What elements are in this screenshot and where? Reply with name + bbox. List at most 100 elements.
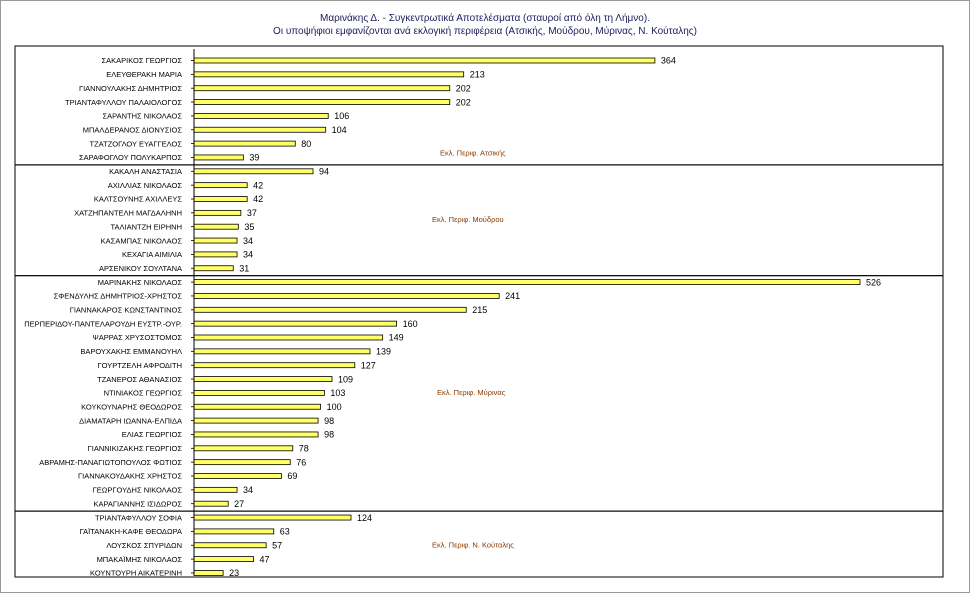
data-label: 69	[287, 471, 297, 481]
bar	[193, 293, 500, 299]
bar	[193, 486, 238, 493]
category-label: ΔΙΑΜΑΤΑΡΗ ΙΩΑΝΝΑ-ΕΛΠΙΔΑ	[79, 416, 182, 425]
data-label: 39	[249, 153, 259, 163]
bar	[193, 237, 238, 244]
category-label: ΓΕΩΡΓΟΥΔΗΣ ΝΙΚΟΛΑΟΣ	[93, 486, 183, 495]
data-label: 37	[247, 208, 257, 218]
data-label: 106	[334, 111, 349, 121]
data-label: 100	[327, 402, 342, 412]
data-label: 34	[243, 236, 253, 246]
bar	[193, 500, 229, 507]
data-label: 109	[338, 374, 353, 384]
data-label: 149	[389, 333, 404, 343]
bar	[193, 251, 238, 258]
bar	[193, 334, 384, 341]
group-box	[14, 510, 944, 578]
category-label: ΨΑΡΡΑΣ ΧΡΥΣΟΣΤΟΜΟΣ	[92, 333, 182, 342]
data-label: 127	[361, 360, 376, 370]
bar	[193, 209, 242, 216]
data-label: 47	[260, 554, 270, 564]
data-label: 213	[470, 70, 485, 80]
bar	[193, 85, 451, 92]
bar	[193, 570, 224, 576]
category-label: ΣΑΡΑΦΟΓΛΟΥ ΠΟΛΥΚΑΡΠΟΣ	[79, 153, 182, 162]
bar	[193, 57, 656, 64]
data-label: 57	[272, 540, 282, 550]
bar	[193, 403, 322, 410]
bar	[193, 431, 319, 438]
bar	[193, 196, 248, 202]
data-label: 98	[324, 416, 334, 426]
bar	[193, 113, 329, 119]
data-label: 103	[330, 388, 345, 398]
category-label: ΚΟΥΚΟΥΝΑΡΗΣ ΘΕΟΔΩΡΟΣ	[81, 402, 182, 411]
data-label: 94	[319, 167, 329, 177]
category-label: ΣΑΚΑΡΙΚΟΣ ΓΕΩΡΓΙΟΣ	[102, 56, 183, 65]
category-label: ΓΑΪΤΑΝΑΚΗ-ΚΑΦΕ ΘΕΟΔΩΡΑ	[80, 527, 182, 536]
bar	[193, 279, 861, 286]
bar	[193, 514, 352, 521]
data-label: 42	[253, 180, 263, 190]
bar	[193, 182, 248, 189]
bar	[193, 473, 282, 479]
bar	[193, 376, 333, 382]
category-label: ΤΑΛΙΑΝΤΖΗ ΕΙΡΗΝΗ	[110, 222, 182, 231]
category-label: ΑΒΡΑΜΗΣ-ΠΑΝΑΓΙΩΤΟΠΟΥΛΟΣ ΦΩΤΙΟΣ	[39, 458, 182, 467]
data-label: 34	[243, 250, 253, 260]
bar	[193, 168, 314, 175]
bar	[193, 223, 239, 230]
data-label: 80	[301, 139, 311, 149]
category-label: ΕΛΙΑΣ ΓΕΩΡΓΙΟΣ	[122, 430, 183, 439]
bar	[193, 362, 356, 369]
bar	[193, 265, 234, 272]
data-label: 23	[229, 568, 239, 578]
group-label: Εκλ. Περιφ. Μύρινας	[437, 388, 506, 397]
category-label: ΚΑΛΤΣΟΥΝΗΣ ΑΧΙΛΛΕΥΣ	[94, 195, 183, 204]
bar	[193, 528, 275, 535]
category-label: ΓΙΑΝΝΑΚΟΥΔΑΚΗΣ ΧΡΗΣΤΟΣ	[78, 472, 182, 481]
data-label: 76	[296, 457, 306, 467]
bar	[193, 459, 291, 466]
category-label: ΓΙΑΝΝΟΥΛΑΚΗΣ ΔΗΜΗΤΡΙΟΣ	[79, 84, 182, 93]
data-label: 63	[280, 527, 290, 537]
bar	[193, 140, 296, 147]
chart-subtitle: Οι υποψήφιοι εμφανίζονται ανά εκλογική π…	[273, 26, 697, 37]
category-label: ΑΡΣΕΝΙΚΟΥ ΣΟΥΛΤΑΝΑ	[99, 264, 182, 273]
group-label: Εκλ. Περιφ. Ατσικής	[440, 148, 506, 157]
category-label: ΓΙΑΝΝΑΚΑΡΟΣ ΚΩΝΣΤΑΝΤΙΝΟΣ	[70, 306, 183, 315]
data-label: 364	[661, 56, 676, 66]
data-label: 139	[376, 347, 391, 357]
chart-title: Μαρινάκης Δ. - Συγκεντρωτικά Αποτελέσματ…	[320, 13, 650, 24]
category-label: ΧΑΤΖΗΠΑΝΤΕΛΗ ΜΑΓΔΑΛΗΝΗ	[74, 209, 182, 218]
data-label: 202	[456, 97, 471, 107]
category-label: ΤΡΙΑΝΤΑΦΥΛΛΟΥ ΠΑΛΑΙΟΛΟΓΟΣ	[65, 98, 182, 107]
category-label: ΚΑΚΑΛΗ ΑΝΑΣΤΑΣΙΑ	[109, 167, 182, 176]
category-label: ΛΟΥΣΚΟΣ ΣΠΥΡΙΔΩΝ	[106, 541, 182, 550]
bar	[193, 542, 267, 549]
group-label: Εκλ. Περιφ. Μούδρου	[432, 215, 504, 224]
data-label: 98	[324, 430, 334, 440]
data-label: 35	[244, 222, 254, 232]
data-label: 526	[866, 277, 881, 287]
bar	[193, 99, 451, 105]
category-label: ΠΕΡΠΕΡΙΔΟΥ-ΠΑΝΤΕΛΑΡΟΥΔΗ ΕΥΣΤΡ.-ΟΥΡ.	[24, 319, 182, 328]
data-label: 78	[299, 444, 309, 454]
data-label: 27	[234, 499, 244, 509]
category-label: ΣΦΕΝΔΥΛΗΣ ΔΗΜΗΤΡΙΟΣ-ΧΡΗΣΤΟΣ	[54, 292, 183, 301]
data-label: 104	[332, 125, 347, 135]
category-label: ΑΧΙΛΛΙΑΣ ΝΙΚΟΛΑΟΣ	[108, 181, 183, 190]
category-label: ΚΟΥΝΤΟΥΡΗ ΑΙΚΑΤΕΡΙΝΗ	[90, 569, 182, 578]
category-label: ΝΤΙΝΙΑΚΟΣ ΓΕΩΡΓΙΟΣ	[104, 389, 183, 398]
data-label: 160	[403, 319, 418, 329]
category-label: ΚΑΡΑΓΙΑΝΝΗΣ ΙΣΙΔΩΡΟΣ	[93, 499, 182, 508]
bar	[193, 71, 465, 78]
category-label: ΓΙΑΝΝΙΚΙΖΑΚΗΣ ΓΕΩΡΓΙΟΣ	[88, 444, 183, 453]
bar	[193, 126, 327, 133]
category-label: ΜΠΑΛΔΕΡΑΝΟΣ ΔΙΟΝΥΣΙΟΣ	[83, 125, 183, 134]
category-label: ΚΕΧΑΓΙΑ ΑΙΜΙΛΙΑ	[122, 250, 182, 259]
category-label: ΚΑΣΑΜΠΑΣ ΝΙΚΟΛΑΟΣ	[101, 236, 183, 245]
bar	[193, 306, 467, 313]
data-label: 241	[505, 291, 520, 301]
category-label: ΒΑΡΟΥΧΑΚΗΣ ΕΜΜΑΝΟΥΗΛ	[80, 347, 182, 356]
